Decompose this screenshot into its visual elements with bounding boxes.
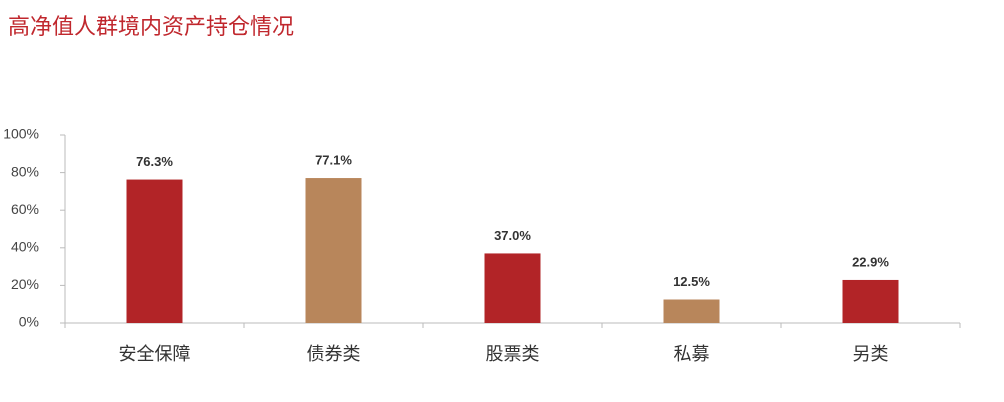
- y-tick-label: 80%: [11, 163, 39, 179]
- bar: [484, 253, 541, 323]
- value-label: 22.9%: [852, 254, 889, 269]
- x-tick-label: 股票类: [486, 344, 540, 364]
- x-tick-label: 另类: [853, 344, 889, 364]
- x-tick-label: 安全保障: [119, 344, 191, 364]
- value-label: 37.0%: [494, 228, 531, 243]
- y-tick-label: 60%: [11, 201, 39, 217]
- y-tick-label: 40%: [11, 239, 39, 255]
- value-label: 12.5%: [673, 274, 710, 289]
- x-tick-label: 债券类: [307, 344, 361, 364]
- bar: [305, 178, 362, 323]
- bar: [842, 279, 899, 323]
- value-label: 77.1%: [315, 152, 352, 167]
- chart-title: 高净值人群境内资产持仓情况: [8, 14, 294, 39]
- bar: [126, 179, 183, 323]
- value-label: 76.3%: [136, 154, 173, 169]
- y-tick-label: 0%: [19, 314, 39, 330]
- x-tick-label: 私募: [674, 344, 710, 364]
- y-tick-label: 100%: [3, 126, 39, 142]
- bar: [663, 299, 720, 323]
- y-tick-label: 20%: [11, 276, 39, 292]
